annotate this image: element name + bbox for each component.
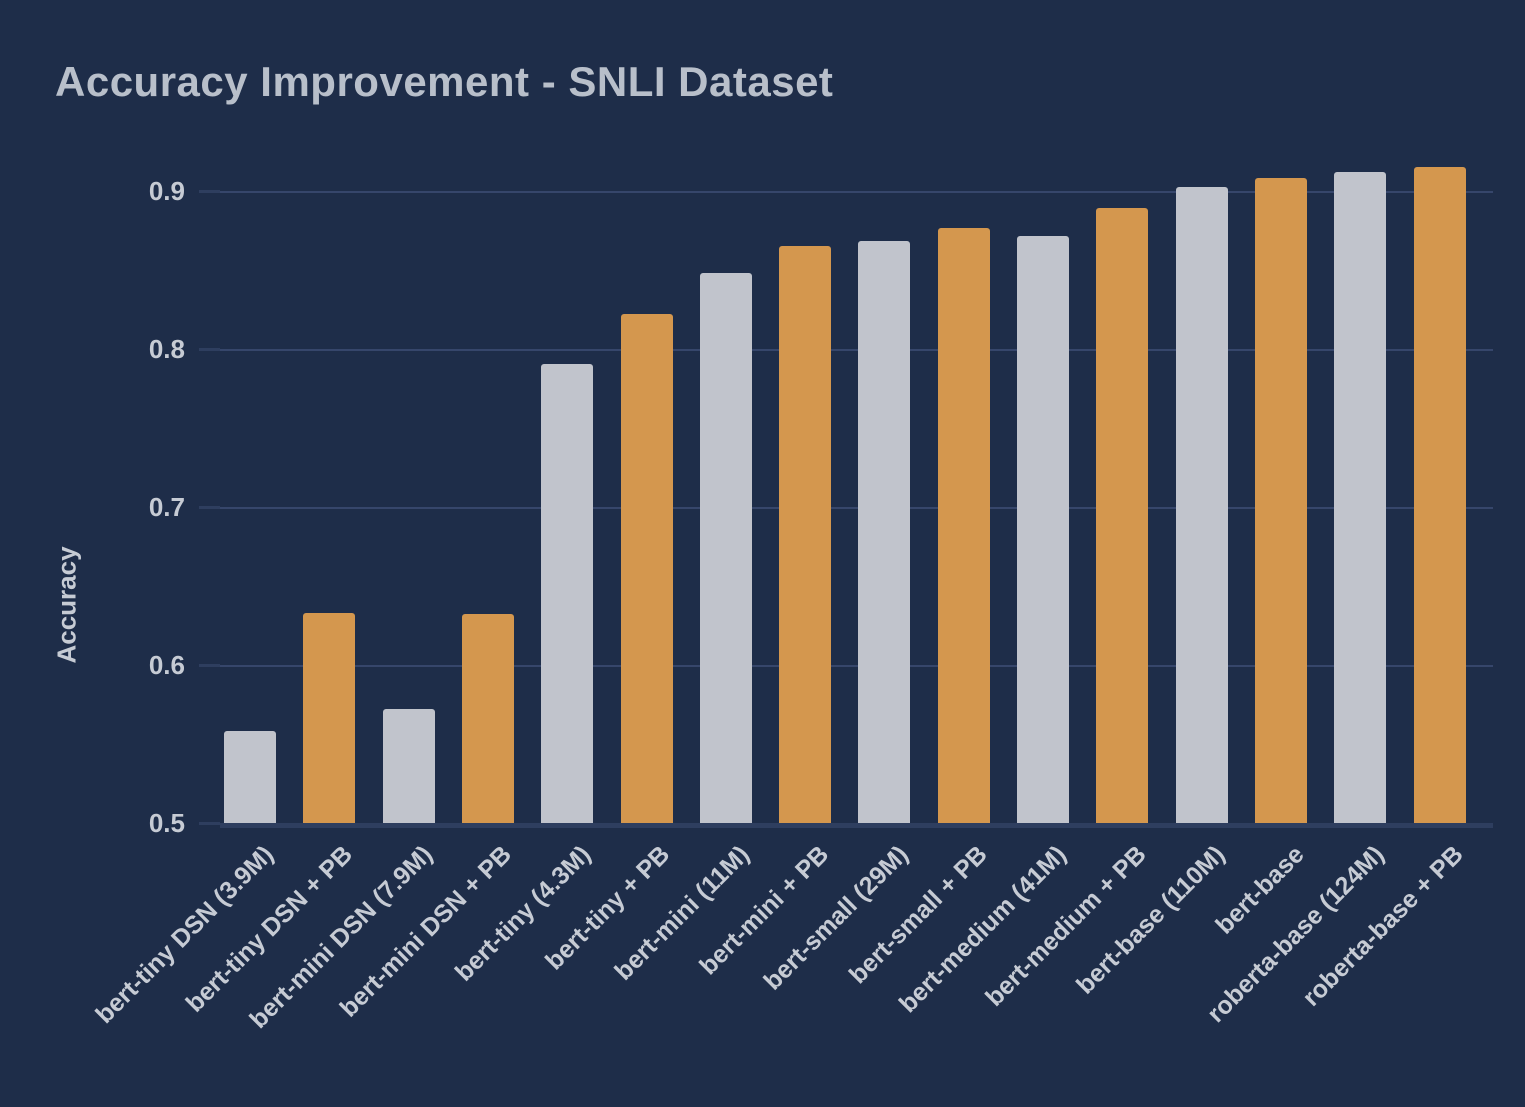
bar (699, 272, 752, 823)
bar (858, 241, 911, 823)
x-tick-label: bert-small + PB (843, 840, 993, 990)
plot-area: bert-tiny DSN (3.9M) bert-tiny DSN + PB be… (90, 151, 1493, 1034)
x-tick-label: bert-base (110M) (1071, 840, 1231, 1000)
y-tick-mark (199, 189, 220, 193)
y-tick-label: 0.9 (148, 175, 185, 206)
y-tick-mark (199, 822, 220, 825)
y-tick-mark (199, 663, 220, 667)
y-tick-mark (199, 505, 220, 509)
x-tick-label: bert-small (29M) (758, 840, 914, 996)
y-tick-label: 0.8 (148, 333, 185, 364)
bar (1017, 236, 1069, 823)
gridline (220, 190, 1493, 193)
y-tick-label: 0.7 (148, 491, 185, 522)
bar (1175, 187, 1228, 823)
bar (937, 228, 990, 823)
gridline (220, 506, 1493, 509)
x-tick-label: bert-tiny (4.3M) (449, 840, 597, 987)
bar (1413, 166, 1466, 823)
bar (224, 731, 276, 823)
y-axis-title: Accuracy (51, 546, 82, 664)
y-tick-label: 0.5 (148, 808, 185, 838)
bar (779, 245, 832, 823)
bar (1096, 207, 1149, 823)
y-tick-mark (199, 347, 220, 351)
y-tick-label: 0.6 (148, 649, 185, 680)
gridline (220, 664, 1493, 667)
bar (461, 614, 514, 823)
gridline (220, 348, 1493, 351)
chart-title: Accuracy Improvement - SNLI Dataset (55, 58, 834, 105)
bar (620, 313, 673, 823)
bar (1254, 177, 1307, 823)
bar (382, 709, 435, 823)
bar (541, 364, 594, 823)
bar (303, 612, 356, 823)
bar (1334, 171, 1387, 823)
